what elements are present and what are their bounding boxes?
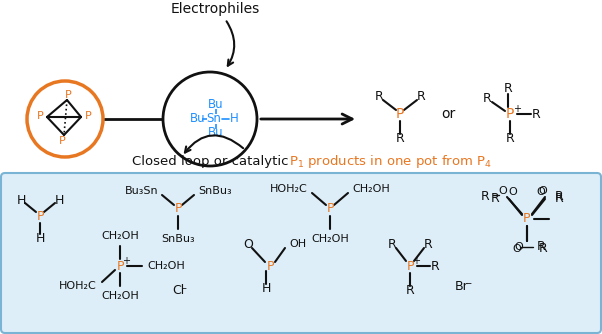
Text: R: R: [555, 190, 563, 203]
Text: P: P: [506, 107, 514, 121]
FancyArrowPatch shape: [226, 21, 234, 66]
Text: H: H: [229, 113, 238, 126]
Text: +: +: [122, 256, 130, 266]
Text: R: R: [388, 237, 396, 250]
Text: HOH₂C: HOH₂C: [270, 184, 308, 194]
Text: Electrophiles: Electrophiles: [170, 2, 259, 16]
Text: or: or: [441, 107, 455, 121]
Text: P: P: [406, 260, 414, 273]
Text: CH₂OH: CH₂OH: [101, 231, 139, 241]
Text: R: R: [532, 108, 541, 121]
Text: R: R: [483, 93, 491, 106]
Text: $\mathdefault{P_1}$ products in one pot from $\mathdefault{P_4}$: $\mathdefault{P_1}$ products in one pot …: [288, 154, 491, 170]
Text: P: P: [266, 260, 274, 273]
Text: R: R: [504, 82, 512, 96]
Text: R: R: [480, 190, 489, 203]
Text: P: P: [37, 111, 43, 121]
Text: P: P: [174, 202, 182, 215]
Text: Sn: Sn: [206, 113, 222, 126]
Text: OH: OH: [289, 239, 306, 249]
Text: H: H: [16, 193, 26, 206]
Text: O: O: [243, 237, 253, 250]
Text: Bu: Bu: [208, 127, 224, 140]
Text: CH₂OH: CH₂OH: [101, 291, 139, 301]
Text: Bu: Bu: [190, 113, 206, 126]
Text: CH₂OH: CH₂OH: [352, 184, 389, 194]
Text: –: –: [467, 278, 472, 288]
Text: H: H: [36, 232, 45, 245]
Text: –: –: [182, 283, 187, 293]
Text: H: H: [261, 283, 271, 296]
Text: R: R: [424, 237, 432, 250]
Text: O: O: [515, 242, 523, 252]
Text: R: R: [537, 240, 546, 254]
Text: R: R: [406, 285, 414, 298]
Text: Bu: Bu: [208, 99, 224, 112]
Text: H: H: [54, 193, 64, 206]
Text: Br: Br: [455, 280, 469, 293]
Text: R: R: [396, 133, 405, 146]
FancyArrowPatch shape: [185, 135, 243, 153]
Text: P: P: [396, 107, 404, 121]
Text: R: R: [430, 260, 439, 273]
Text: P: P: [326, 202, 334, 215]
Text: R: R: [555, 192, 563, 205]
FancyBboxPatch shape: [1, 173, 601, 333]
Text: SnBu₃: SnBu₃: [161, 234, 195, 244]
Text: HOH₂C: HOH₂C: [59, 281, 97, 291]
Text: P: P: [523, 212, 531, 225]
Text: O: O: [536, 187, 545, 197]
Text: CH₂OH: CH₂OH: [311, 234, 349, 244]
Text: O: O: [509, 187, 517, 197]
Text: P: P: [36, 209, 44, 222]
Text: P: P: [64, 90, 72, 100]
Text: CH₂OH: CH₂OH: [147, 261, 185, 271]
Text: Cl: Cl: [172, 285, 184, 298]
Text: P: P: [58, 136, 66, 146]
Text: R: R: [491, 192, 500, 205]
Text: P: P: [116, 260, 124, 273]
Text: R: R: [506, 133, 514, 146]
Text: Closed loop or catalytic: Closed loop or catalytic: [132, 156, 288, 168]
Text: Bu₃Sn: Bu₃Sn: [125, 186, 158, 196]
Text: O: O: [498, 186, 507, 196]
Text: R: R: [539, 242, 548, 256]
Text: R: R: [417, 91, 426, 104]
Text: +: +: [412, 256, 420, 266]
Text: O: O: [513, 244, 521, 254]
Text: R: R: [374, 91, 383, 104]
Text: +: +: [513, 104, 521, 114]
Text: O: O: [539, 186, 547, 196]
Text: P: P: [85, 111, 92, 121]
Text: SnBu₃: SnBu₃: [198, 186, 232, 196]
